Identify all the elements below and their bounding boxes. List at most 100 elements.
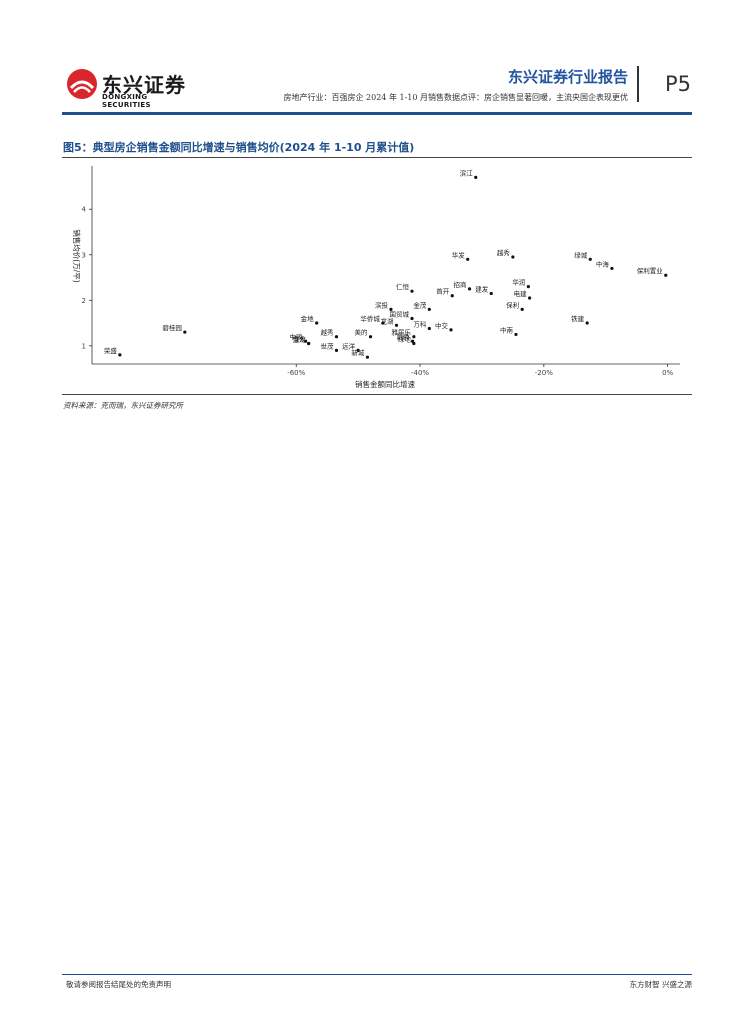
data-point-label: 建发 [475,284,489,293]
report-subtitle: 房地产行业：百强房企 2024 年 1-10 月销售数据点评：房企销售显著回暖，… [283,93,629,102]
data-point-label: 越秀 [320,328,334,337]
logo-mark-icon [67,69,97,99]
footer-disclaimer: 敬请参阅报告结尾处的免责声明 [66,980,171,989]
logo-text: 东兴证券 [102,73,186,97]
data-point-label: 国贸城 [389,309,409,318]
x-tick-label: -40% [411,369,429,377]
y-tick-label: 2 [82,297,86,305]
report-header: 东兴证券 DONGXING SECURITIES 东兴证券行业报告 房地产行业：… [0,0,755,120]
data-point-label: 中交 [435,321,449,330]
data-point [118,353,122,357]
y-tick-label: 1 [82,342,86,350]
data-point [427,307,431,311]
data-point [410,316,414,321]
figure-top-rule [62,157,692,158]
logo-english-text: DONGXING SECURITIES [102,93,151,109]
data-point-label: 铁建 [571,314,585,323]
data-point [303,339,308,343]
data-point-label: 荣盛 [104,346,118,355]
data-point-label: 华侨城 [360,314,380,323]
data-point [307,341,311,346]
y-tick-label: 4 [82,206,87,214]
x-axis-label: 销售金额同比增速 [355,379,415,389]
y-tick-label: 3 [82,251,86,259]
page-number: P5 [665,72,692,96]
data-point [449,328,453,332]
data-point-label: 宝龙 [293,335,307,344]
data-point [365,355,370,359]
data-point [527,296,532,300]
data-point [511,255,515,259]
data-point-label: 越秀 [497,248,511,257]
data-point [450,294,454,298]
data-point-label: 融侨 [397,332,411,341]
data-point [412,335,416,339]
data-point [334,348,339,352]
data-point-label: 碧桂园 [162,323,182,332]
data-point-label: 首开 [436,287,450,296]
data-point-label: 万科 [413,319,427,328]
company-logo: 东兴证券 DONGXING SECURITIES [66,66,186,109]
data-point [427,326,431,331]
figure-source: 资料来源：克而瑞，东兴证券研究所 [63,401,183,410]
data-point [514,332,518,337]
x-tick-label: -20% [535,369,553,377]
data-point [474,175,478,179]
data-point [315,321,319,325]
data-point-label: 新城 [351,348,365,357]
data-point [368,335,373,339]
data-point-label: 远洋 [342,341,356,350]
x-tick-label: -60% [287,369,305,377]
data-point-label: 仁恒 [396,282,410,291]
data-point [356,348,360,352]
data-point-label: 恒大 [293,335,307,344]
data-point [664,273,668,277]
data-point [389,307,393,311]
data-point [489,291,493,296]
y-axis-label: 销售均价(万/平) [72,229,82,282]
data-point-label: 华润 [512,278,525,287]
data-point-label: 招商 [454,280,468,289]
data-point-label: 金茂 [413,300,427,309]
data-point [526,285,530,289]
data-point-label: 绿城 [574,250,588,259]
data-point-label: 绿地 [398,335,412,344]
data-point-label: 保利置业 [637,266,664,275]
data-point-label: 滨江 [460,168,474,177]
data-point-label: 金地 [301,314,315,323]
data-point-label: 中骏 [290,332,304,341]
data-point [394,323,399,327]
data-point [410,289,414,293]
data-point-label: 滨投 [375,300,389,309]
figure-bottom-rule [62,394,692,395]
data-point-label: 保利 [506,300,519,309]
data-point-label: 中南 [500,325,514,334]
data-point-label: 电建 [514,289,528,298]
data-point-label: 世茂 [320,341,334,350]
data-point [585,321,589,325]
data-point [610,266,614,271]
data-point [334,335,339,339]
data-point [412,341,416,346]
data-point-label: 华发 [452,250,466,259]
header-rule [62,112,692,115]
data-point-label: 雅居乐 [391,328,411,337]
data-point [520,307,524,311]
report-type: 东兴证券行业报告 [507,68,628,86]
chart-axes: 1 2 3 4 -60% -40% -20% 0% [82,166,680,377]
data-point [588,257,592,261]
data-point-label: 龙湖 [381,316,395,325]
data-point-label: 美的 [355,328,369,337]
footer-rule [62,974,692,975]
data-point [381,321,385,325]
figure-title: 图5：典型房企销售金额同比增速与销售均价(2024 年 1-10 月累计值) [63,141,415,154]
header-divider [637,66,639,102]
x-tick-label: 0% [662,369,673,377]
data-point [183,330,187,334]
data-point [466,257,470,261]
data-point [467,287,472,291]
footer-slogan: 东方财智 兴盛之源 [629,980,692,989]
data-point-label: 中海 [596,259,610,268]
